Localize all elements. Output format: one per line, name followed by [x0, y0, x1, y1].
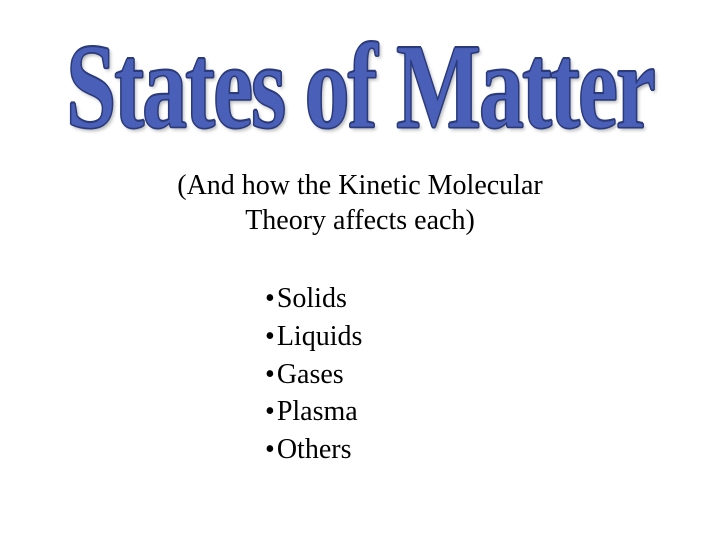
- subtitle: (And how the Kinetic Molecular Theory af…: [0, 168, 720, 238]
- list-item: •Solids: [265, 280, 362, 318]
- list-item: •Liquids: [265, 318, 362, 356]
- bullet-icon: •: [265, 431, 275, 469]
- list-item: •Gases: [265, 356, 362, 394]
- list-item: •Plasma: [265, 393, 362, 431]
- title-container: States of Matter: [0, 18, 720, 121]
- bullet-icon: •: [265, 356, 275, 394]
- bullet-list: •Solids •Liquids •Gases •Plasma •Others: [265, 280, 362, 469]
- bullet-label: Gases: [277, 359, 344, 390]
- page-title: States of Matter: [66, 18, 654, 157]
- subtitle-line-1: (And how the Kinetic Molecular: [177, 170, 542, 201]
- bullet-icon: •: [265, 280, 275, 318]
- bullet-icon: •: [265, 318, 275, 356]
- bullet-label: Liquids: [277, 321, 363, 352]
- bullet-label: Others: [277, 434, 352, 465]
- subtitle-line-2: Theory affects each): [245, 205, 475, 236]
- bullet-label: Plasma: [277, 396, 358, 427]
- list-item: •Others: [265, 431, 362, 469]
- bullet-label: Solids: [277, 283, 347, 314]
- bullet-icon: •: [265, 393, 275, 431]
